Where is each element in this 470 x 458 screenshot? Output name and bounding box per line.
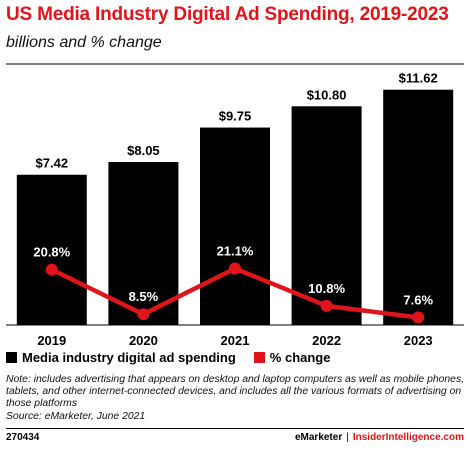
chart-subtitle: billions and % change (6, 34, 162, 51)
x-tick-2019: 2019 (37, 333, 66, 348)
legend-swatch-spending (6, 352, 17, 363)
legend-swatch-change (253, 352, 265, 363)
bar-2021 (200, 127, 270, 325)
pct-label-2021: 21.1% (217, 244, 254, 259)
pct-label-2019: 20.8% (33, 245, 70, 260)
x-tick-2023: 2023 (404, 333, 433, 348)
chart-title: US Media Industry Digital Ad Spending, 2… (6, 4, 449, 25)
bar-label-2023: $11.62 (399, 71, 438, 86)
source-text: Source: eMarketer, June 2021 (6, 410, 146, 422)
footer-divider (6, 428, 464, 429)
pct-point-2023 (412, 311, 425, 324)
pct-label-2023: 7.6% (403, 292, 433, 307)
legend-item-change: % change (253, 350, 331, 365)
legend-label-spending: Media industry digital ad spending (22, 350, 236, 365)
pct-label-2020: 8.5% (129, 289, 159, 304)
footer-brand: eMarketer | InsiderIntelligence.com (295, 432, 464, 443)
bar-2023 (383, 89, 454, 325)
legend-item-spending: Media industry digital ad spending (6, 350, 236, 365)
bar-label-2019: $7.42 (36, 156, 69, 171)
bar-2019 (16, 174, 87, 325)
x-tick-2021: 2021 (221, 333, 250, 348)
brand-name: eMarketer (294, 432, 343, 443)
legend-label-change: % change (269, 350, 331, 365)
pct-label-2022: 10.8% (308, 281, 345, 296)
brand-site-link[interactable]: InsiderIntelligence.com (352, 432, 464, 443)
brand-separator: | (346, 432, 349, 443)
bar-label-2022: $10.80 (307, 87, 347, 102)
pct-point-2021 (229, 262, 241, 275)
chart-id: 270434 (6, 432, 40, 443)
bar-label-2020: $8.05 (127, 143, 160, 158)
pct-point-2022 (320, 299, 333, 312)
chart-canvas: $7.42 $8.05 $9.75 $10.80 $11.62 20.8% 8.5% 21.1… (6, 63, 464, 348)
x-tick-2022: 2022 (312, 333, 341, 348)
bar-2020 (108, 161, 179, 325)
bar-label-2021: $9.75 (219, 109, 252, 124)
pct-point-2020 (137, 308, 150, 321)
pct-point-2019 (45, 263, 58, 276)
chart-note: Note: includes advertising that appears … (6, 374, 466, 423)
chart-legend: Media industry digital ad spending % cha… (6, 350, 348, 365)
note-text: Note: includes advertising that appears … (6, 374, 465, 410)
x-tick-2020: 2020 (129, 333, 158, 348)
bar-2022 (291, 106, 362, 325)
